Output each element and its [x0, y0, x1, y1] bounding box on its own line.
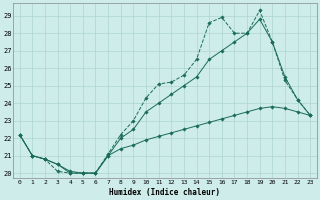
X-axis label: Humidex (Indice chaleur): Humidex (Indice chaleur)	[109, 188, 220, 197]
